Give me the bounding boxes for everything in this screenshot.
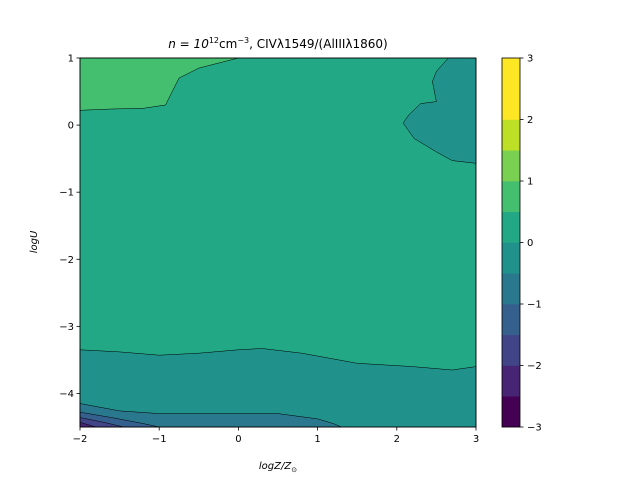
plot-frame bbox=[79, 57, 477, 428]
x-tick-label: −1 bbox=[152, 434, 167, 445]
colorbar-segment bbox=[502, 365, 520, 397]
plot-area bbox=[79, 57, 477, 428]
colorbar-tick-label: 1 bbox=[527, 177, 533, 188]
contour-region-3 bbox=[79, 57, 239, 111]
colorbar-segment bbox=[502, 88, 520, 120]
colorbar-tick-label: −1 bbox=[527, 300, 542, 311]
contour-region-4 bbox=[79, 403, 342, 428]
colorbar-tick-label: 2 bbox=[527, 115, 533, 126]
y-tick-label: −1 bbox=[59, 188, 74, 199]
y-tick-label: −4 bbox=[59, 389, 74, 400]
x-tick-label: 0 bbox=[235, 434, 241, 445]
colorbar-segment bbox=[502, 211, 520, 243]
colorbar-segment bbox=[502, 181, 520, 213]
colorbar-segment bbox=[502, 334, 520, 366]
colorbar-segment bbox=[502, 119, 520, 151]
y-tick-label: −2 bbox=[59, 255, 74, 266]
y-axis: 1 0 −1 −2 −3 −4 bbox=[59, 54, 80, 400]
colorbar-tick-label: −3 bbox=[527, 423, 542, 434]
y-tick-label: 0 bbox=[68, 121, 74, 132]
x-axis-label: logZ/Z⊙ bbox=[259, 461, 297, 474]
x-tick-label: 3 bbox=[473, 434, 479, 445]
contour-region-1 bbox=[79, 348, 477, 428]
colorbar-segment bbox=[502, 242, 520, 274]
colorbar-segment bbox=[502, 304, 520, 336]
colorbar-tick-label: 3 bbox=[527, 54, 533, 65]
y-axis-label: logU bbox=[29, 230, 40, 253]
x-tick-label: 1 bbox=[314, 434, 320, 445]
y-tick-label: 1 bbox=[68, 54, 74, 65]
colorbar-segment bbox=[502, 150, 520, 182]
x-tick-label: −2 bbox=[73, 434, 88, 445]
colorbar-tick-label: −2 bbox=[527, 361, 542, 372]
chart-title: n = 1012cm−3, CIVλ1549/(AlIIIλ1860) bbox=[168, 36, 387, 51]
colorbar: 3 2 1 0 −1 −2 −3 bbox=[501, 54, 542, 434]
y-tick-label: −3 bbox=[59, 322, 74, 333]
colorbar-tick-label: 0 bbox=[527, 238, 533, 249]
colorbar-segment bbox=[502, 396, 520, 428]
colorbar-segment bbox=[502, 273, 520, 305]
x-tick-label: 2 bbox=[394, 434, 400, 445]
x-axis: −2 −1 0 1 2 3 bbox=[73, 427, 479, 445]
colorbar-segment bbox=[502, 58, 520, 90]
